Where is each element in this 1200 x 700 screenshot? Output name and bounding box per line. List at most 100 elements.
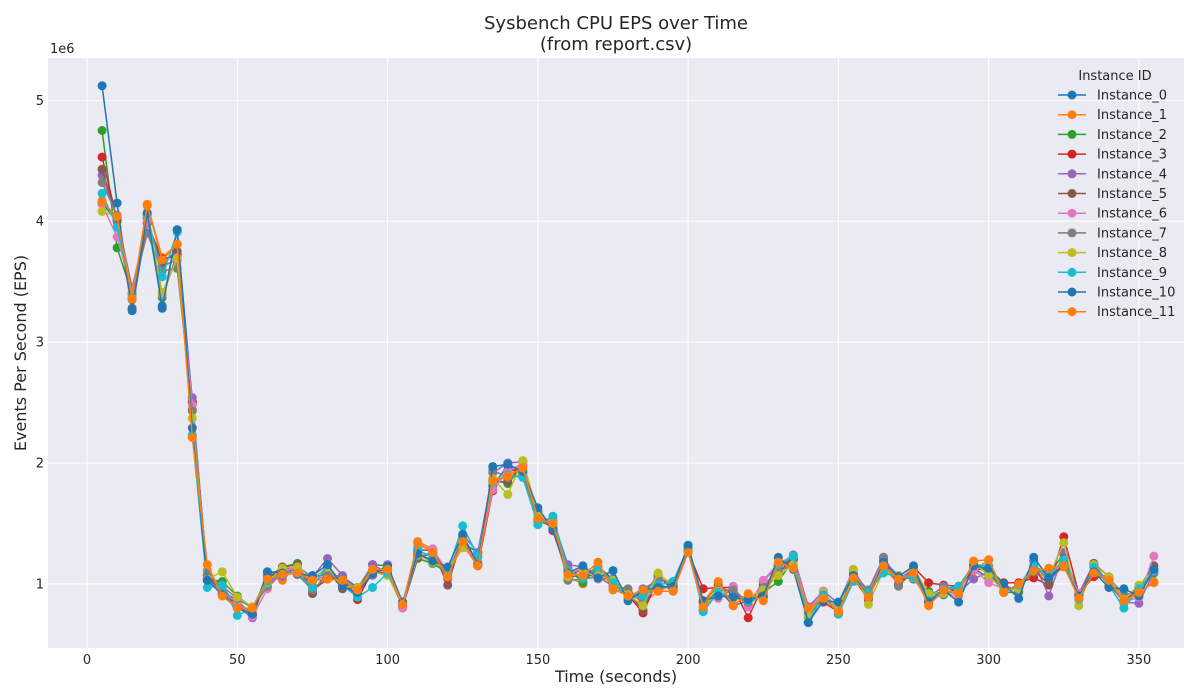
x-tick-label: 50 xyxy=(229,653,246,668)
data-point xyxy=(984,571,994,580)
series-layer xyxy=(97,81,1159,628)
data-point xyxy=(894,581,903,591)
legend-item: Instance_6 xyxy=(1058,207,1167,222)
chart-title: Sysbench CPU EPS over Time xyxy=(484,13,748,34)
data-point xyxy=(683,548,693,557)
data-point xyxy=(578,571,588,580)
data-point xyxy=(1149,551,1159,561)
data-point xyxy=(1119,596,1129,606)
legend-item: Instance_0 xyxy=(1058,89,1167,104)
data-point xyxy=(172,225,182,235)
x-tick-label: 200 xyxy=(676,653,701,668)
legend-marker xyxy=(1067,110,1077,120)
data-point xyxy=(698,602,708,612)
data-point xyxy=(894,574,903,584)
data-point xyxy=(653,568,663,578)
legend-items: Instance_0 Instance_1 Instance_2 Instance_3… xyxy=(1058,89,1175,320)
legend-item: Instance_10 xyxy=(1058,286,1175,301)
y-tick-label: 4 xyxy=(36,215,44,230)
data-point xyxy=(142,201,152,210)
data-point xyxy=(1104,575,1114,585)
data-point xyxy=(97,207,107,216)
data-point xyxy=(548,511,558,521)
data-point xyxy=(803,618,813,628)
data-point xyxy=(1044,591,1054,601)
data-point xyxy=(398,600,408,609)
data-point xyxy=(1149,564,1159,574)
legend-label: Instance_7 xyxy=(1097,226,1167,241)
data-point xyxy=(368,564,378,574)
legend-item: Instance_11 xyxy=(1058,305,1175,320)
data-point xyxy=(1134,587,1144,597)
legend-item: Instance_8 xyxy=(1058,246,1167,261)
legend-label: Instance_8 xyxy=(1097,246,1167,261)
data-point xyxy=(984,578,994,588)
legend-marker xyxy=(1067,267,1077,277)
series-Instance_11 xyxy=(97,197,1159,617)
data-point xyxy=(458,537,468,547)
data-point xyxy=(1014,593,1024,603)
data-point xyxy=(202,560,212,570)
data-point xyxy=(308,583,317,592)
data-point xyxy=(638,585,648,595)
y-tick-label: 2 xyxy=(36,457,44,472)
data-point xyxy=(157,303,167,313)
data-point xyxy=(488,462,498,472)
data-point xyxy=(488,476,498,486)
data-point xyxy=(773,571,783,580)
data-point xyxy=(758,596,768,606)
data-point xyxy=(202,575,212,585)
y-tick-label: 5 xyxy=(36,94,44,109)
data-point xyxy=(112,198,122,208)
data-point xyxy=(443,562,453,572)
data-point xyxy=(323,560,332,570)
legend-label: Instance_2 xyxy=(1097,128,1167,143)
data-point xyxy=(217,567,227,577)
data-point xyxy=(593,557,603,567)
legend-marker xyxy=(1067,169,1077,179)
data-point xyxy=(112,211,122,221)
legend-label: Instance_1 xyxy=(1097,108,1167,123)
data-point xyxy=(623,591,633,601)
data-point xyxy=(728,585,738,595)
legend-marker xyxy=(1067,307,1077,317)
data-point xyxy=(262,574,272,584)
data-point xyxy=(1074,593,1084,603)
y-tick-label: 3 xyxy=(36,336,44,351)
legend-label: Instance_3 xyxy=(1097,148,1167,163)
data-point xyxy=(308,575,317,585)
data-point xyxy=(503,459,513,469)
data-point xyxy=(803,603,813,613)
data-point xyxy=(217,580,227,590)
data-point xyxy=(127,306,137,316)
legend-marker xyxy=(1067,189,1077,198)
data-point xyxy=(1119,584,1129,594)
data-point xyxy=(1059,538,1069,548)
data-point xyxy=(713,577,723,586)
data-point xyxy=(127,294,137,304)
legend-item: Instance_2 xyxy=(1058,128,1167,143)
data-point xyxy=(323,574,332,584)
data-point xyxy=(833,597,843,607)
data-point xyxy=(1119,603,1129,613)
data-point xyxy=(563,569,573,579)
data-point xyxy=(909,568,918,578)
legend-label: Instance_9 xyxy=(1097,266,1167,281)
data-point xyxy=(368,583,378,592)
legend-title: Instance ID xyxy=(1078,69,1151,84)
data-point xyxy=(533,514,543,524)
data-point xyxy=(97,152,107,162)
data-point xyxy=(758,575,768,585)
data-point xyxy=(863,592,873,602)
data-point xyxy=(1059,561,1069,571)
data-point xyxy=(247,603,257,613)
x-axis-label: Time (seconds) xyxy=(554,667,677,686)
data-point xyxy=(518,463,528,473)
data-point xyxy=(338,575,347,585)
legend-label: Instance_0 xyxy=(1097,89,1167,104)
data-point xyxy=(277,569,287,579)
x-tick-label: 150 xyxy=(525,653,550,668)
legend-label: Instance_10 xyxy=(1097,286,1175,301)
data-point xyxy=(1104,583,1114,592)
